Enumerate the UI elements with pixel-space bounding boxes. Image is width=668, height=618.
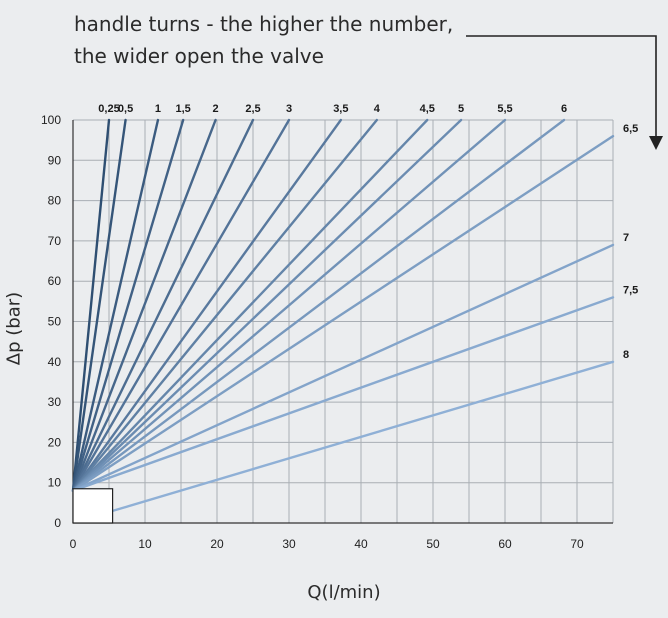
- series-line: [71, 118, 343, 492]
- annotation-line-1: handle turns - the higher the number,: [74, 12, 454, 36]
- series-label: 7: [623, 232, 629, 244]
- y-tick-label: 0: [54, 516, 61, 530]
- series-label: 0,25: [98, 103, 119, 115]
- annotation-text: handle turns - the higher the number, th…: [74, 8, 494, 72]
- origin-callout-box: [72, 488, 114, 524]
- y-tick-label: 10: [48, 476, 62, 490]
- y-axis-title: Δp (bar): [3, 291, 25, 366]
- series-line: [71, 118, 429, 492]
- series-line: [111, 360, 615, 513]
- series-line: [71, 243, 615, 492]
- annotation-line-2: the wider open the valve: [74, 44, 324, 68]
- x-tick-label: 60: [498, 537, 512, 551]
- series-line: [71, 118, 566, 492]
- y-tick-label: 80: [48, 194, 62, 208]
- series-label: 5,5: [497, 103, 512, 115]
- y-tick-label: 40: [48, 355, 62, 369]
- y-tick-label: 60: [48, 274, 62, 288]
- series-label: 6: [561, 103, 567, 115]
- series-line: [71, 118, 463, 492]
- series-label: 2,5: [245, 103, 260, 115]
- series-line: [71, 118, 111, 492]
- series-label: 8: [623, 349, 629, 361]
- series-line: [71, 296, 615, 492]
- series-label: 3: [286, 103, 292, 115]
- series-line: [71, 118, 255, 492]
- series-line: [71, 118, 160, 492]
- x-tick-label: 20: [210, 537, 224, 551]
- y-tick-label: 70: [48, 234, 62, 248]
- series-label: 7,5: [623, 284, 638, 296]
- y-tick-label: 90: [48, 153, 62, 167]
- series-label: 6,5: [623, 123, 638, 135]
- series-line: [71, 118, 291, 492]
- annotation-arrow-line: [466, 35, 657, 136]
- x-tick-label: 70: [570, 537, 584, 551]
- series-line: [71, 118, 127, 492]
- y-tick-label: 50: [48, 315, 62, 329]
- annotation-arrowhead-icon: [649, 136, 663, 150]
- series-line: [71, 118, 217, 492]
- series-label: 1: [155, 103, 161, 115]
- x-tick-label: 40: [354, 537, 368, 551]
- series-line: [71, 118, 507, 492]
- series-label: 3,5: [333, 103, 348, 115]
- series-label: 2: [212, 103, 218, 115]
- y-tick-label: 20: [48, 435, 62, 449]
- series-label: 0,5: [118, 103, 133, 115]
- y-tick-label: 30: [48, 395, 62, 409]
- series-label: 4,5: [420, 103, 435, 115]
- series-line: [71, 134, 615, 492]
- series-label: 1,5: [176, 103, 191, 115]
- x-tick-label: 30: [282, 537, 296, 551]
- x-tick-label: 10: [138, 537, 152, 551]
- series-label: 5: [458, 103, 464, 115]
- x-axis-title: Q(l/min): [307, 582, 381, 603]
- x-tick-label: 50: [426, 537, 440, 551]
- x-tick-label: 0: [70, 537, 77, 551]
- series-line: [71, 118, 185, 492]
- y-tick-label: 100: [41, 113, 61, 127]
- series-line: [71, 118, 379, 492]
- series-label: 4: [374, 103, 381, 115]
